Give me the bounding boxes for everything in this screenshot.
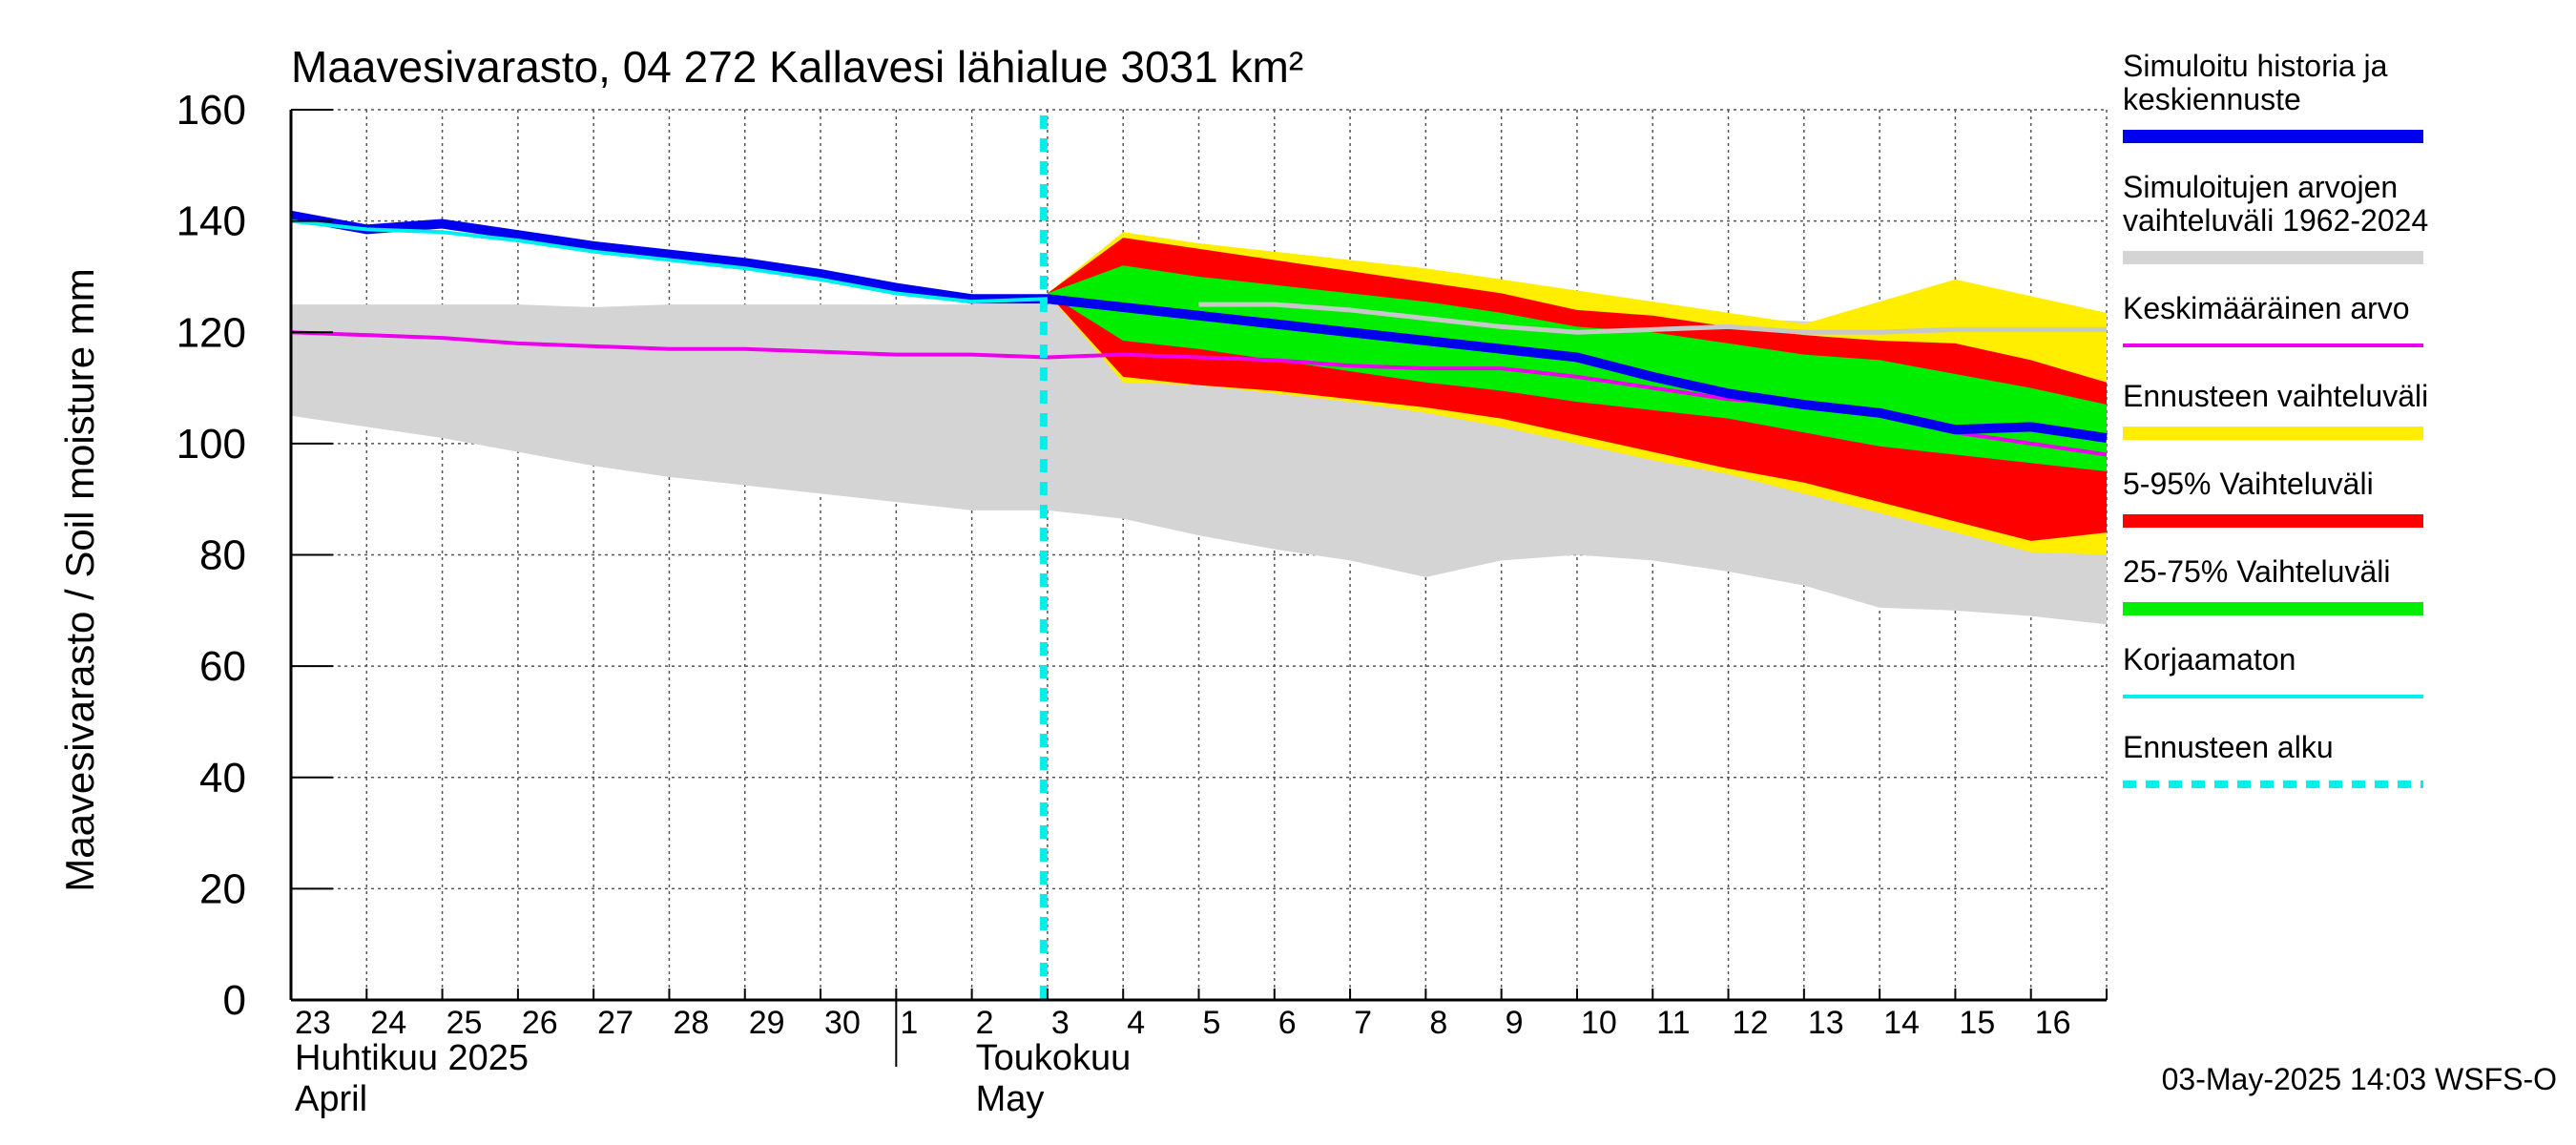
x-tick-label: 3 bbox=[1051, 1005, 1070, 1041]
x-tick-label: 9 bbox=[1506, 1005, 1524, 1041]
x-tick-label: 6 bbox=[1278, 1005, 1297, 1041]
y-tick-label: 100 bbox=[177, 421, 246, 468]
legend-label: 25-75% Vaihteluväli bbox=[2123, 554, 2390, 589]
legend-label: Keskimääräinen arvo bbox=[2123, 291, 2410, 325]
x-tick-label: 25 bbox=[447, 1005, 483, 1041]
x-tick-label: 11 bbox=[1656, 1005, 1690, 1041]
x-tick-label: 10 bbox=[1581, 1005, 1617, 1041]
x-tick-label: 28 bbox=[673, 1005, 709, 1041]
legend-label: Ennusteen vaihteluväli bbox=[2123, 379, 2428, 413]
x-tick-label: 16 bbox=[2035, 1005, 2071, 1041]
month-label-english: April bbox=[295, 1079, 367, 1119]
y-axis-label: Maavesivarasto / Soil moisture mm bbox=[57, 268, 102, 892]
x-tick-label: 4 bbox=[1127, 1005, 1145, 1041]
line-simulated-mean bbox=[1198, 302, 2107, 335]
legend-label: vaihteluväli 1962-2024 bbox=[2123, 203, 2428, 238]
y-tick-label: 60 bbox=[199, 643, 246, 690]
footer-timestamp: 03-May-2025 14:03 WSFS-O bbox=[2162, 1062, 2557, 1096]
y-tick-label: 120 bbox=[177, 309, 246, 356]
x-tick-label: 30 bbox=[824, 1005, 861, 1041]
month-label: Toukokuu bbox=[976, 1038, 1132, 1078]
y-tick-label: 140 bbox=[177, 198, 246, 245]
chart-title: Maavesivarasto, 04 272 Kallavesi lähialu… bbox=[291, 42, 1303, 92]
legend-label: keskiennuste bbox=[2123, 82, 2301, 116]
x-tick-label: 27 bbox=[597, 1005, 634, 1041]
y-tick-label: 80 bbox=[199, 532, 246, 579]
y-tick-label: 40 bbox=[199, 755, 246, 802]
x-tick-label: 15 bbox=[1959, 1005, 1995, 1041]
x-tick-label: 13 bbox=[1808, 1005, 1844, 1041]
x-tick-label: 7 bbox=[1354, 1005, 1372, 1041]
line-korjaamaton bbox=[290, 219, 1048, 304]
y-tick-label: 20 bbox=[199, 865, 246, 912]
x-tick-label: 26 bbox=[522, 1005, 558, 1041]
x-tick-label: 8 bbox=[1429, 1005, 1447, 1041]
x-tick-label: 14 bbox=[1883, 1005, 1920, 1041]
line-simuloitu-historia-ja-keskiennuste bbox=[290, 210, 2108, 443]
legend-label: Korjaamaton bbox=[2123, 642, 2296, 677]
y-tick-label: 0 bbox=[223, 977, 246, 1024]
band-25-75-vaihteluv-li bbox=[1047, 265, 2107, 472]
legend-label: 5-95% Vaihteluväli bbox=[2123, 467, 2374, 501]
legend-label: Ennusteen alku bbox=[2123, 730, 2334, 764]
x-tick-label: 29 bbox=[749, 1005, 785, 1041]
x-tick-label: 5 bbox=[1203, 1005, 1221, 1041]
x-tick-label: 24 bbox=[370, 1005, 406, 1041]
y-tick-label: 160 bbox=[177, 87, 246, 134]
x-tick-label: 1 bbox=[900, 1005, 918, 1041]
x-tick-label: 23 bbox=[295, 1005, 331, 1041]
legend-label: Simuloitu historia ja bbox=[2123, 49, 2388, 83]
x-tick-label: 2 bbox=[976, 1005, 994, 1041]
legend-label: Simuloitujen arvojen bbox=[2123, 170, 2398, 204]
month-label-english: May bbox=[976, 1079, 1045, 1119]
month-label: Huhtikuu 2025 bbox=[295, 1038, 529, 1078]
x-tick-label: 12 bbox=[1733, 1005, 1769, 1041]
